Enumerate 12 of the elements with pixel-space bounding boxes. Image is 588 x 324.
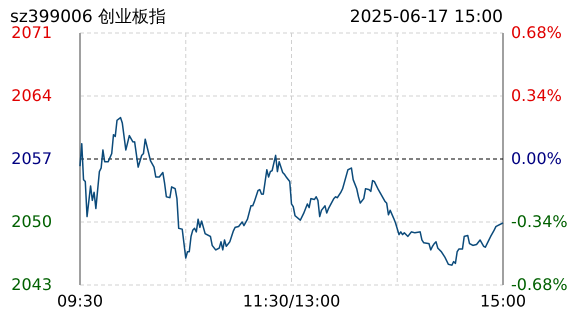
y2-tick-label: -0.34% xyxy=(511,212,568,232)
y2-tick-label: 0.00% xyxy=(511,149,562,168)
y2-tick-label: 0.34% xyxy=(511,86,562,106)
y2-tick-label: 0.68% xyxy=(511,23,562,42)
y-tick-label: 2057 xyxy=(11,149,52,168)
y-tick-label: 2064 xyxy=(11,86,52,106)
y-tick-label: 2050 xyxy=(11,212,52,232)
line-series xyxy=(79,116,504,266)
x-tick-label: 09:30 xyxy=(56,291,104,310)
y-tick-label: 2043 xyxy=(11,275,52,294)
chart-subtitle: 2025-06-17 15:00 xyxy=(350,7,503,27)
x-tick-label: 11:30/13:00 xyxy=(242,291,340,310)
